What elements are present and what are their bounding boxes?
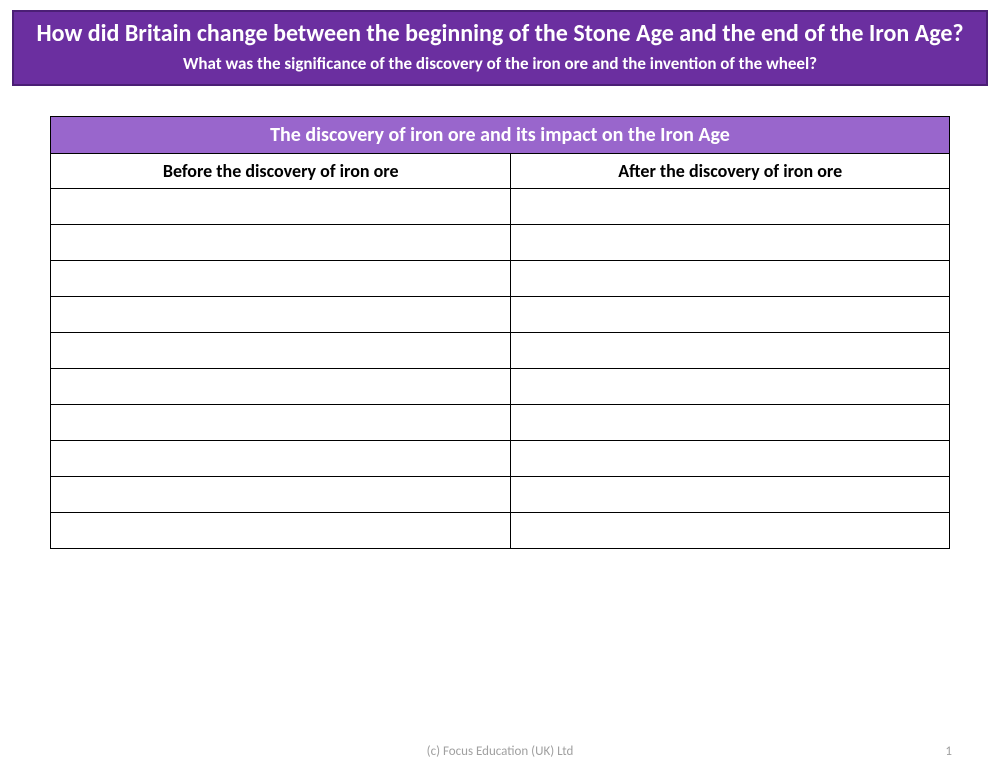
table-cell[interactable] [51, 476, 511, 512]
iron-ore-table: The discovery of iron ore and its impact… [50, 116, 950, 549]
table-container: The discovery of iron ore and its impact… [50, 116, 950, 549]
page-header: How did Britain change between the begin… [12, 10, 988, 86]
header-subtitle: What was the significance of the discove… [34, 53, 966, 74]
table-cell[interactable] [511, 476, 950, 512]
table-title: The discovery of iron ore and its impact… [51, 116, 950, 153]
table-row [51, 296, 950, 332]
table-cell[interactable] [51, 404, 511, 440]
table-cell[interactable] [511, 440, 950, 476]
table-row [51, 404, 950, 440]
table-cell[interactable] [511, 332, 950, 368]
table-cell[interactable] [51, 512, 511, 548]
table-cell[interactable] [51, 368, 511, 404]
header-title: How did Britain change between the begin… [34, 20, 966, 49]
table-cell[interactable] [511, 404, 950, 440]
table-cell[interactable] [511, 188, 950, 224]
col-header-after: After the discovery of iron ore [511, 153, 950, 188]
table-row [51, 476, 950, 512]
footer-page-number: 1 [945, 744, 952, 759]
table-cell[interactable] [51, 224, 511, 260]
table-row [51, 440, 950, 476]
table-row [51, 332, 950, 368]
table-row [51, 260, 950, 296]
table-cell[interactable] [511, 296, 950, 332]
table-row [51, 368, 950, 404]
table-cell[interactable] [51, 440, 511, 476]
table-cell[interactable] [51, 260, 511, 296]
table-row [51, 224, 950, 260]
table-cell[interactable] [51, 332, 511, 368]
table-body [51, 188, 950, 548]
table-cell[interactable] [511, 260, 950, 296]
col-header-before: Before the discovery of iron ore [51, 153, 511, 188]
table-cell[interactable] [511, 512, 950, 548]
table-row [51, 188, 950, 224]
table-cell[interactable] [51, 188, 511, 224]
table-cell[interactable] [511, 368, 950, 404]
table-cell[interactable] [511, 224, 950, 260]
table-row [51, 512, 950, 548]
footer-copyright: (c) Focus Education (UK) Ltd [427, 744, 574, 759]
table-cell[interactable] [51, 296, 511, 332]
